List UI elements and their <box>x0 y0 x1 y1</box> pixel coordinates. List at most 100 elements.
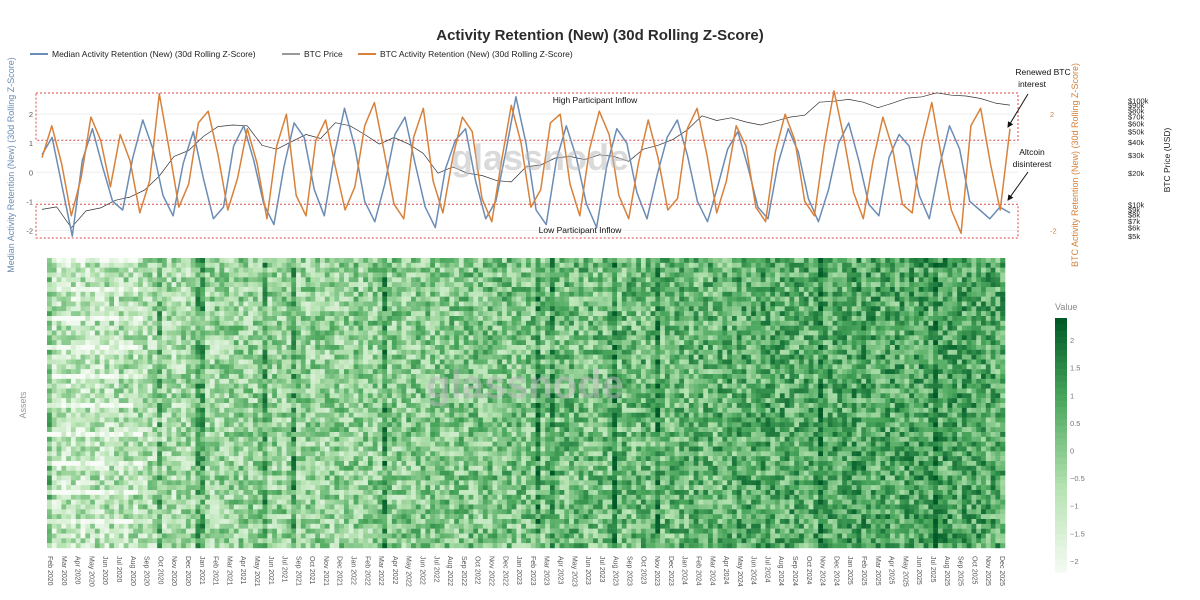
heat-cell <box>248 436 254 442</box>
heat-cell <box>377 514 383 520</box>
heat-cell <box>142 543 148 549</box>
heat-cell <box>138 291 144 297</box>
heat-cell <box>286 388 292 394</box>
heat-cell <box>262 538 268 544</box>
heat-cell <box>353 364 359 370</box>
heat-cell <box>401 296 407 302</box>
heat-cell <box>281 407 287 413</box>
heat-cell <box>161 398 168 404</box>
heat-cell <box>276 349 283 355</box>
heat-cell <box>320 374 326 380</box>
heat-cell <box>56 354 62 360</box>
heat-cell <box>90 291 96 297</box>
heat-cell <box>348 441 354 447</box>
heat-cell <box>382 378 388 384</box>
heat-cell <box>420 393 426 399</box>
legend[interactable]: Median Activity Retention (New) (30d Rol… <box>30 49 573 59</box>
heat-cell <box>267 407 273 413</box>
heat-cell <box>176 320 182 326</box>
heat-cell <box>358 538 364 544</box>
heat-cell <box>185 398 191 404</box>
heat-cell <box>420 528 426 534</box>
heat-cell <box>276 291 283 297</box>
heat-cell <box>104 378 110 384</box>
heat-cell <box>305 533 311 539</box>
heat-cell <box>200 499 206 505</box>
heat-cell <box>252 345 259 351</box>
heat-cell <box>391 436 397 442</box>
heat-cell <box>243 407 249 413</box>
heat-cell <box>430 335 436 341</box>
heat-cell <box>214 335 220 341</box>
heat-cell <box>104 364 110 370</box>
heat-cell <box>415 398 421 404</box>
heat-cell <box>353 412 359 418</box>
heat-cell <box>305 374 311 380</box>
heat-cell <box>200 354 206 360</box>
heat-cell <box>262 504 268 510</box>
heat-cell <box>70 282 77 288</box>
heat-cell <box>80 422 86 428</box>
heat-cell <box>161 369 168 375</box>
heat-cell <box>104 519 110 525</box>
heat-cell <box>224 407 230 413</box>
heat-cell <box>339 267 345 273</box>
heat-cell <box>219 287 225 293</box>
heat-cell <box>353 398 359 404</box>
heat-cell <box>51 465 57 471</box>
heat-cell <box>66 267 72 273</box>
heat-cell <box>195 345 201 351</box>
heat-cell <box>401 451 407 457</box>
heat-cell <box>286 528 292 534</box>
heat-cell <box>248 441 254 447</box>
heat-cell <box>152 509 158 515</box>
heat-cell <box>85 533 91 539</box>
heat-cell <box>229 349 235 355</box>
heat-cell <box>358 325 364 331</box>
heat-cell <box>185 436 191 442</box>
heat-cell <box>66 523 72 529</box>
heat-cell <box>329 461 335 467</box>
heat-cell <box>90 456 96 462</box>
heat-cell <box>367 369 374 375</box>
heat-cell <box>248 485 254 491</box>
heat-cell <box>152 306 158 312</box>
heat-cell <box>109 349 115 355</box>
heat-cell <box>320 369 326 375</box>
heat-cell <box>324 436 330 442</box>
heat-cell <box>200 519 206 525</box>
heat-cell <box>128 451 134 457</box>
heat-cell <box>209 446 215 452</box>
heat-cell <box>80 427 86 433</box>
heat-cell <box>262 291 268 297</box>
heat-cell <box>343 475 350 481</box>
heat-cell <box>176 374 182 380</box>
heat-cell <box>272 461 278 467</box>
heat-cell <box>85 393 91 399</box>
heat-cell <box>324 509 330 515</box>
heat-cell <box>434 398 441 404</box>
heat-cell <box>205 369 211 375</box>
heat-cell <box>157 388 163 394</box>
heat-cell <box>166 325 172 331</box>
heat-cell <box>415 494 421 500</box>
heat-cell <box>190 340 196 346</box>
heat-cell <box>320 383 326 389</box>
heat-cell <box>401 272 407 278</box>
heat-cell <box>157 514 163 520</box>
heat-cell <box>47 403 53 409</box>
heat-cell <box>320 345 326 351</box>
heat-cell <box>248 374 254 380</box>
heat-cell <box>47 465 53 471</box>
heat-cell <box>252 451 259 457</box>
heat-cell <box>339 504 345 510</box>
heat-cell <box>267 509 273 515</box>
heat-cell <box>238 316 244 322</box>
heat-cell <box>233 349 239 355</box>
heat-cell <box>229 446 235 452</box>
heat-cell <box>104 287 110 293</box>
heat-cell <box>142 456 148 462</box>
heat-cell <box>176 509 182 515</box>
heat-cell <box>181 316 187 322</box>
heat-cell <box>229 494 235 500</box>
